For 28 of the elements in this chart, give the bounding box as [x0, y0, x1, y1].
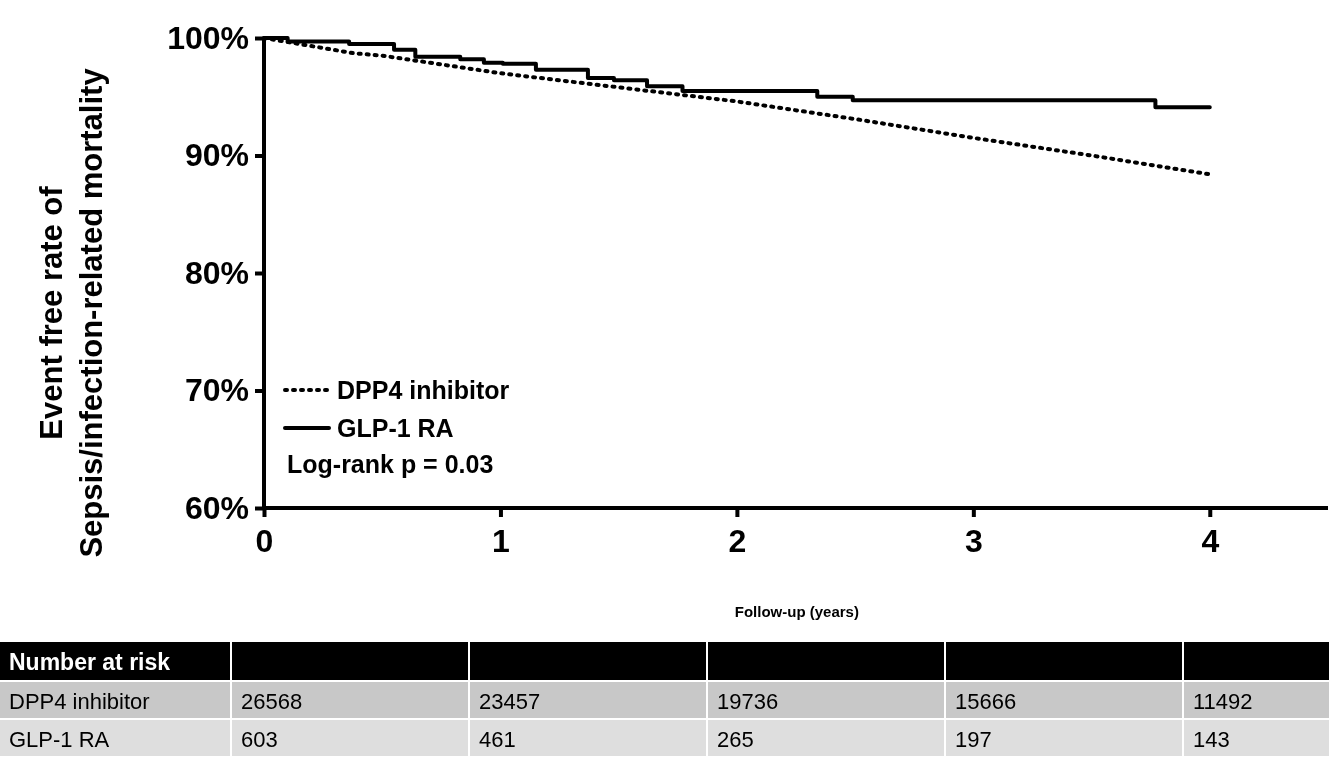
x-tick-label: 4 [1201, 522, 1220, 559]
y-tick-label: 80% [184, 254, 249, 291]
text: 143 [1193, 727, 1230, 752]
text: 19736 [717, 689, 779, 714]
y-tick-label: 60% [184, 489, 249, 526]
x-tick-label: 3 [964, 522, 983, 559]
x-tick-label: 0 [255, 522, 274, 559]
text: 197 [955, 727, 992, 752]
y-axis-title: Event free rate of Sepsis/infection-related mortality [34, 67, 109, 558]
text: 11492 [1193, 689, 1253, 714]
text: GLP-1 RA [9, 727, 110, 752]
text: 23457 [479, 689, 541, 714]
text: 26568 [241, 689, 303, 714]
legend-label: DPP4 inhibitor [337, 376, 510, 404]
annotation: Log-rank p = 0.03 [287, 450, 494, 478]
text: 15666 [955, 689, 1017, 714]
text: 603 [241, 727, 278, 752]
text: Number at risk [9, 649, 171, 675]
text: 265 [717, 727, 754, 752]
x-tick-label: 1 [492, 522, 510, 559]
x-axis-title: Follow-up (years) [734, 603, 859, 620]
y-tick-label: 90% [184, 137, 249, 174]
legend-label: GLP-1 RA [337, 414, 454, 442]
x-tick-label: 2 [728, 522, 747, 559]
text: 461 [479, 727, 516, 752]
y-tick-label: 100% [167, 19, 249, 56]
text: DPP4 inhibitor [9, 689, 150, 714]
y-tick-label: 70% [184, 372, 249, 409]
